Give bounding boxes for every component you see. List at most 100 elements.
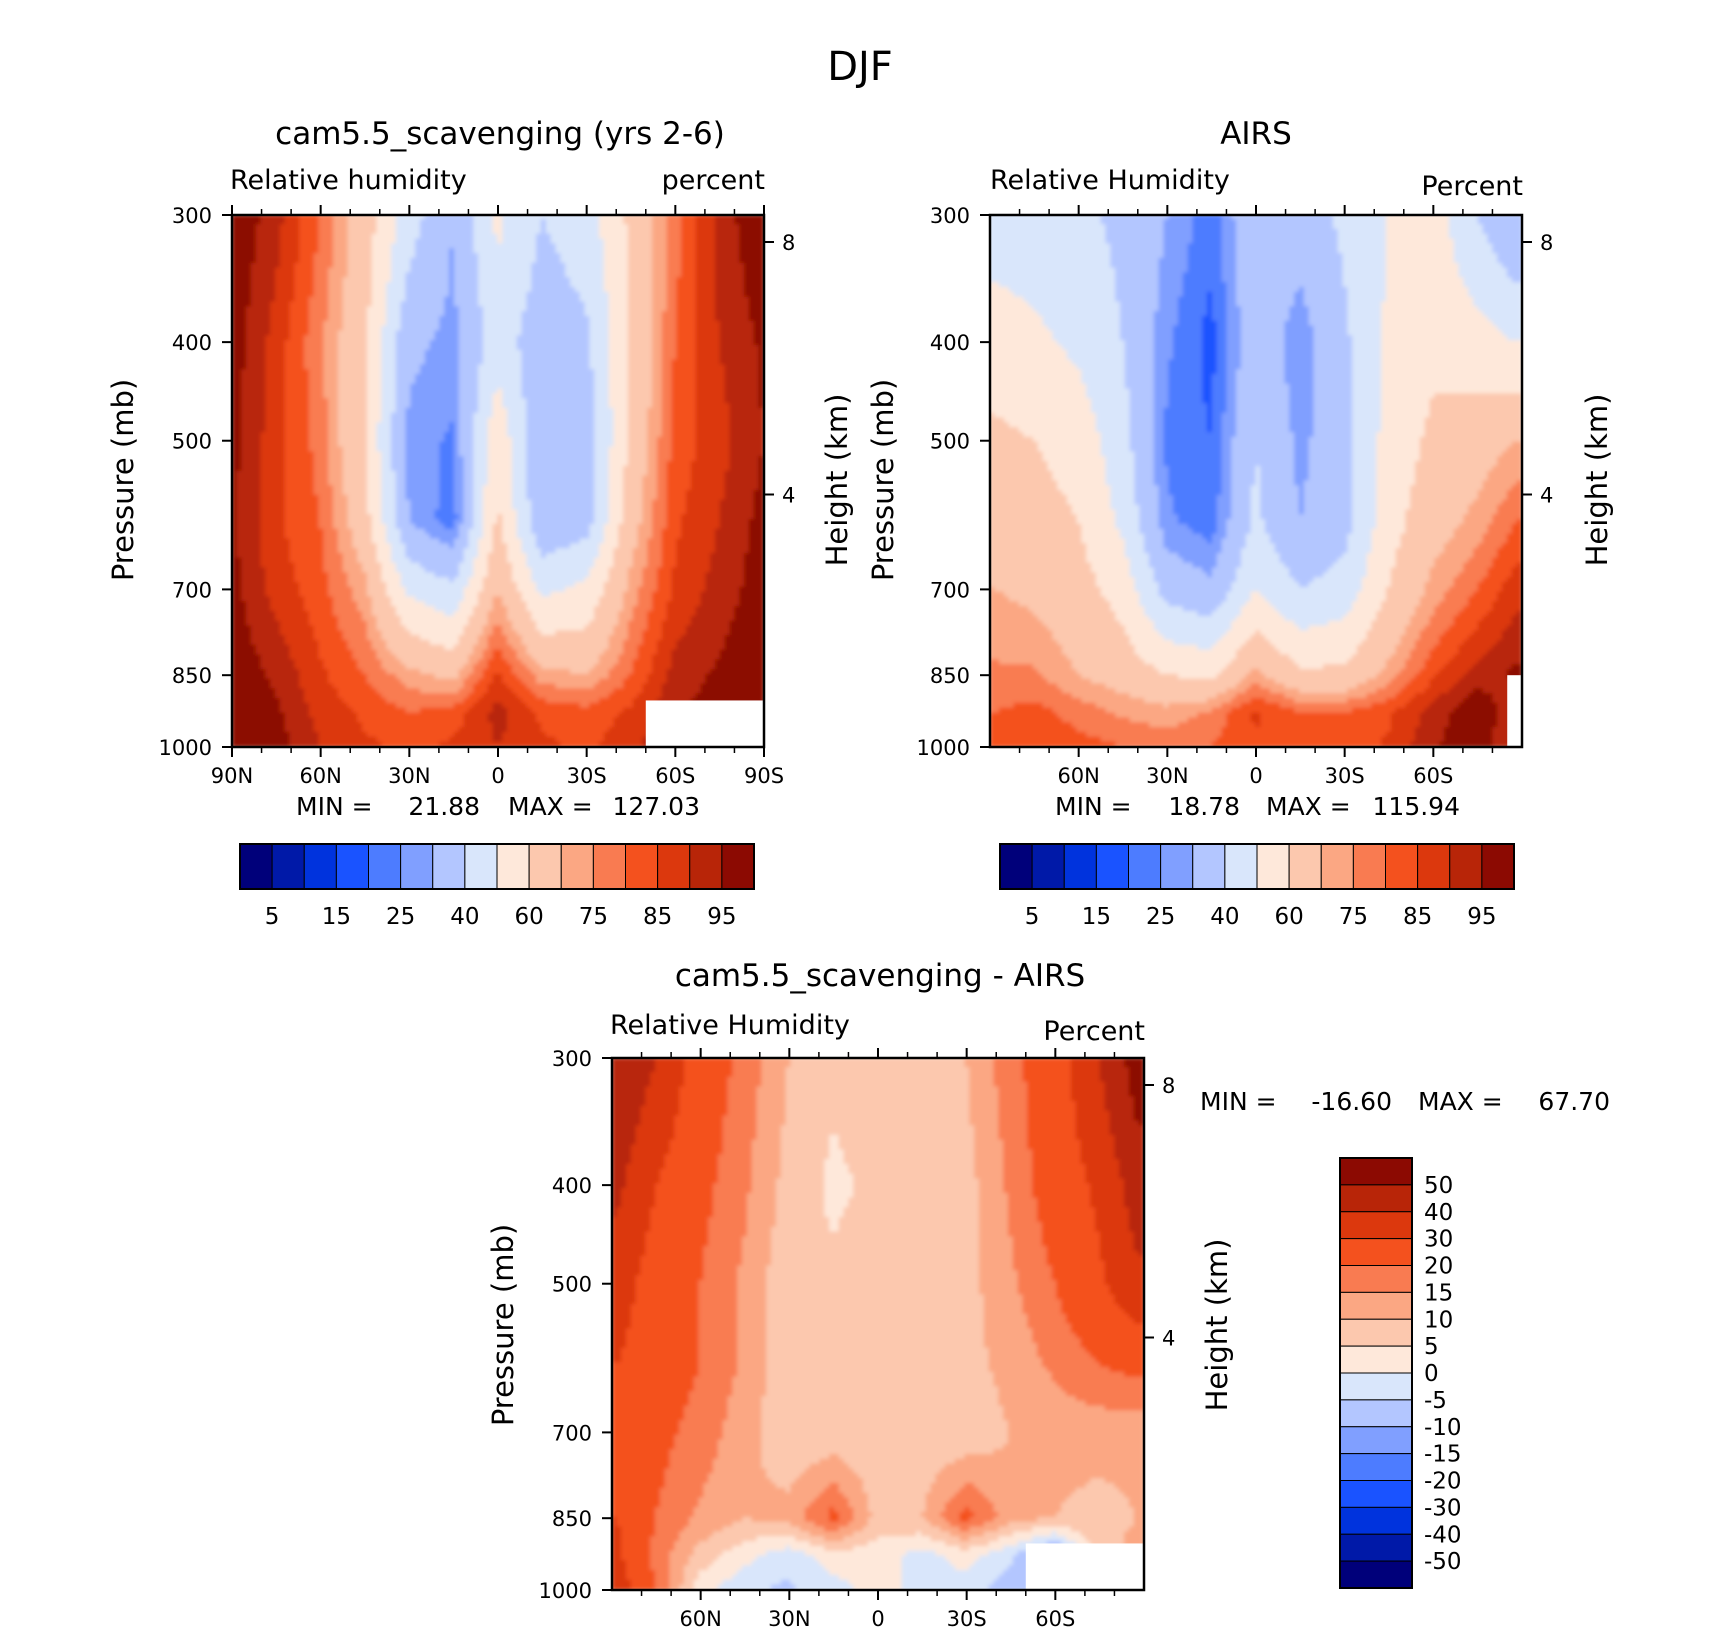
contour-cell xyxy=(1086,383,1127,390)
contour-cell xyxy=(420,707,470,714)
contour-cell xyxy=(983,1308,1024,1315)
contour-cell xyxy=(492,224,504,231)
contour-cell xyxy=(1182,606,1218,613)
contour-cell xyxy=(366,673,398,680)
contour-cell xyxy=(666,296,678,303)
contour-cell xyxy=(1085,1400,1144,1407)
contour-cell xyxy=(482,306,528,313)
contour-cell xyxy=(1007,1217,1039,1224)
contour-cell xyxy=(722,1144,753,1151)
contour-cell xyxy=(1468,669,1509,676)
contour-cell xyxy=(236,519,262,526)
contour-cell xyxy=(1497,552,1522,559)
contour-cell xyxy=(1153,456,1165,463)
contour-cell xyxy=(1168,364,1204,371)
contour-cell xyxy=(1352,407,1383,414)
contour-cell xyxy=(1303,504,1354,511)
contour-cell xyxy=(1192,562,1218,569)
contour-cell xyxy=(1294,470,1310,477)
contour-cell xyxy=(565,262,605,269)
contour-cell xyxy=(381,330,398,337)
contour-cell xyxy=(625,1178,661,1185)
contour-cell xyxy=(361,615,378,622)
contour-cell xyxy=(458,383,480,390)
contour-cell xyxy=(279,702,310,709)
contour-cell xyxy=(371,523,388,530)
colorbar-swatch xyxy=(721,843,755,890)
contour-cell xyxy=(1250,669,1262,676)
contour-cell xyxy=(1144,698,1209,705)
contour-cell xyxy=(1211,427,1223,434)
contour-cell xyxy=(342,306,369,313)
contour-cell xyxy=(1352,451,1378,458)
contour-cell xyxy=(1110,253,1165,260)
contour-cell xyxy=(449,422,456,429)
contour-cell xyxy=(1042,702,1097,709)
contour-cell xyxy=(279,262,296,269)
contour-cell xyxy=(279,238,301,245)
contour-cell xyxy=(1347,538,1373,545)
contour-cell xyxy=(990,523,1083,530)
contour-cell xyxy=(526,649,605,656)
contour-cell xyxy=(502,731,547,738)
contour-cell xyxy=(729,407,764,414)
contour-cell xyxy=(516,649,528,656)
contour-cell xyxy=(598,228,630,235)
contour-cell xyxy=(270,330,291,337)
contour-cell xyxy=(708,1473,768,1480)
contour-cell xyxy=(824,1183,855,1190)
contour-cell xyxy=(695,693,764,700)
contour-cell xyxy=(526,562,596,569)
contour-cell xyxy=(613,688,644,695)
contour-cell xyxy=(1128,1081,1144,1088)
contour-cell xyxy=(386,644,446,651)
contour-cell xyxy=(232,731,291,738)
y-tick-label: 850 xyxy=(930,664,970,688)
contour-cell xyxy=(294,262,315,269)
contour-cell xyxy=(608,456,630,463)
contour-cell xyxy=(698,1328,739,1335)
contour-cell xyxy=(1265,635,1368,642)
contour-cell xyxy=(978,1183,1005,1190)
contour-cell xyxy=(521,388,596,395)
contour-cell xyxy=(395,388,412,395)
contour-cell xyxy=(613,427,630,434)
contour-cell xyxy=(232,238,257,245)
contour-cell xyxy=(608,320,630,327)
contour-cell xyxy=(603,272,630,279)
contour-cell xyxy=(766,1371,995,1378)
contour-cell xyxy=(1105,596,1141,603)
contour-cell xyxy=(978,1192,1010,1199)
contour-cell xyxy=(1313,383,1354,390)
contour-cell xyxy=(1081,538,1127,545)
contour-cell xyxy=(732,1381,768,1388)
contour-cell xyxy=(265,581,301,588)
contour-cell xyxy=(232,572,243,579)
contour-cell xyxy=(1032,1158,1082,1165)
contour-cell xyxy=(415,243,475,250)
contour-cell xyxy=(843,1212,981,1219)
contour-cell xyxy=(990,572,1097,579)
contour-cell xyxy=(265,577,296,584)
contour-cell xyxy=(1226,320,1243,327)
contour-cell xyxy=(1313,427,1354,434)
contour-cell xyxy=(848,1463,947,1470)
contour-cell xyxy=(1419,712,1451,719)
contour-cell xyxy=(674,1134,724,1141)
contour-cell xyxy=(265,340,286,347)
contour-cell xyxy=(1153,349,1175,356)
contour-cell xyxy=(511,461,528,468)
contour-cell xyxy=(1032,1163,1087,1170)
contour-cell xyxy=(594,494,610,501)
contour-cell xyxy=(645,1250,705,1257)
contour-cell xyxy=(1371,543,1402,550)
contour-cell xyxy=(990,243,1112,250)
contour-cell xyxy=(1342,282,1388,289)
contour-cell xyxy=(526,490,596,497)
contour-cell xyxy=(366,504,383,511)
contour-cell xyxy=(751,1163,782,1170)
contour-cell xyxy=(1124,538,1146,545)
contour-cell xyxy=(478,403,494,410)
contour-cell xyxy=(270,683,301,690)
contour-cell xyxy=(371,533,388,540)
